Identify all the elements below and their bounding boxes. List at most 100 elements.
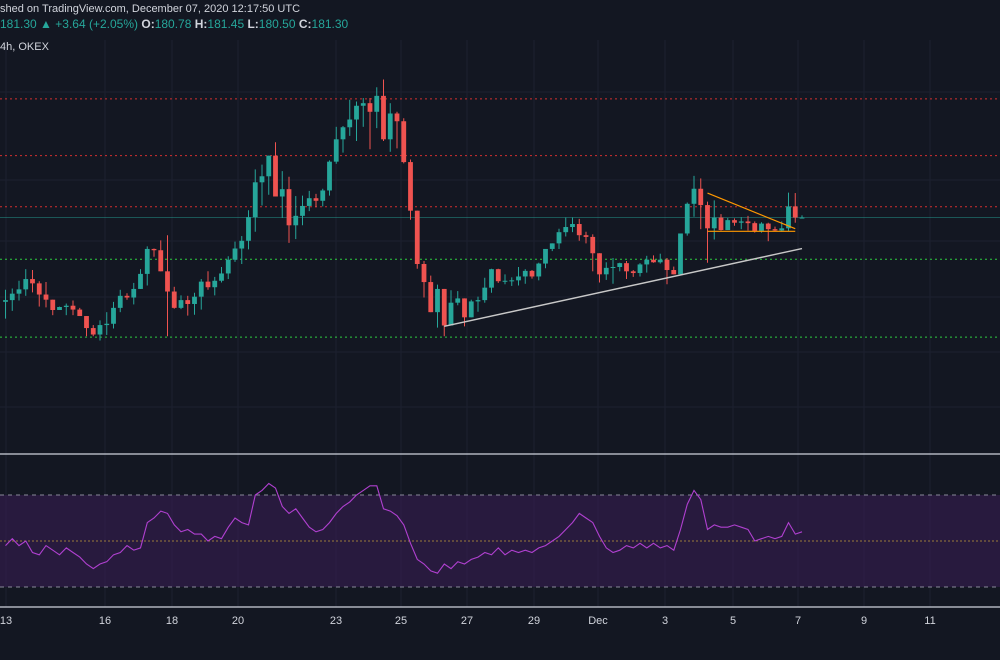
candle-body [441, 288, 447, 326]
candle-body [644, 259, 650, 265]
candle-body [624, 263, 629, 272]
candle-body [529, 270, 535, 277]
x-tick-label: 13 [0, 615, 12, 627]
high-value: 181.45 [207, 17, 245, 31]
candle-body [144, 248, 150, 274]
candle-body [502, 280, 508, 282]
candle-body [347, 119, 353, 128]
candle-body [333, 139, 339, 162]
candle-body [124, 295, 130, 298]
candle-body [387, 113, 393, 140]
candle-body [219, 273, 224, 281]
candle-body [772, 229, 778, 231]
candle-body [732, 220, 737, 223]
candle-body [320, 190, 326, 201]
candle-body [232, 248, 238, 260]
candle-body [327, 161, 332, 191]
candle-body [306, 198, 312, 206]
x-tick-label: 29 [528, 615, 540, 627]
candle-body [408, 162, 413, 211]
candle-body [117, 295, 123, 308]
candle-body [212, 280, 218, 288]
candle-body [570, 224, 575, 228]
candle-body [259, 176, 265, 183]
candle-body [286, 189, 292, 226]
candle-body [495, 269, 501, 282]
x-tick-label: 7 [795, 615, 801, 627]
x-tick-label: 5 [730, 615, 736, 627]
candle-body [637, 264, 643, 274]
up-arrow-icon: ▲ [40, 17, 52, 31]
rsi-line [5, 482, 803, 574]
candle-body [273, 155, 278, 197]
candle-body [705, 205, 710, 229]
candle-body [414, 210, 420, 264]
price-change: +3.64 (+2.05%) [55, 17, 139, 31]
candle-body [104, 323, 110, 326]
candle-body [684, 203, 690, 234]
candle-body [745, 221, 751, 224]
ascending-trendline [444, 247, 803, 328]
ohlc-readout: 181.30 ▲ +3.64 (+2.05%) O:180.78 H:181.4… [0, 17, 348, 31]
candle-body [63, 305, 69, 307]
last-price: 181.30 [0, 17, 37, 31]
x-tick-label: 20 [232, 615, 244, 627]
candle-body [30, 279, 35, 284]
candle-body [792, 206, 798, 218]
candle-body [468, 301, 474, 318]
candle-body [799, 217, 805, 219]
triangle-pattern-line [707, 192, 796, 230]
candle-body [610, 267, 616, 269]
published-info: shed on TradingView.com, December 07, 20… [0, 3, 301, 15]
candle-body [23, 279, 29, 290]
candle-body [84, 316, 89, 329]
candle-body [36, 283, 42, 295]
candle-body [394, 113, 400, 122]
candle-body [279, 189, 285, 197]
candle-body [752, 223, 758, 231]
candle-body [711, 217, 717, 229]
candle-body [16, 289, 22, 294]
candle-body [138, 273, 143, 289]
candle-body [401, 121, 407, 163]
candle-body [489, 269, 494, 288]
x-tick-label: 25 [395, 615, 407, 627]
candle-body [759, 223, 764, 231]
candle-body [421, 264, 427, 283]
candle-body [549, 243, 555, 249]
candle-body [651, 259, 656, 263]
candle-body [603, 267, 609, 275]
candle-body [698, 188, 704, 206]
chart-header: shed on TradingView.com, December 07, 20… [0, 0, 1000, 56]
candle-body [630, 271, 636, 274]
rsi-pane [0, 453, 1000, 588]
candle-body [70, 305, 76, 310]
candle-body [765, 223, 771, 230]
time-axis[interactable]: 13 16 18 20 23 25 27 29 Dec 3 5 7 9 11 [0, 606, 1000, 627]
low-value: 180.50 [258, 17, 296, 31]
close-label: C: [298, 17, 312, 31]
candle-body [77, 309, 83, 317]
candle-body [664, 259, 670, 271]
candle-body [9, 293, 15, 301]
candle-body [225, 259, 231, 274]
candle-body [462, 298, 467, 318]
candle-body [360, 103, 366, 106]
open-value: 180.78 [154, 17, 192, 31]
candle-body [786, 206, 791, 229]
x-tick-label: 18 [166, 615, 178, 627]
candle-body [563, 227, 569, 233]
candle-body [617, 263, 623, 268]
candle-body [691, 188, 697, 204]
candle-body [374, 95, 380, 112]
x-tick-label: 27 [461, 615, 473, 627]
candle-body [435, 288, 440, 313]
open-label: O: [141, 17, 155, 31]
candle-body [509, 280, 515, 282]
candle-body [171, 291, 177, 308]
x-tick-label: 3 [662, 615, 668, 627]
candle-body [43, 294, 49, 300]
candle-body [516, 276, 521, 281]
candle-body [111, 307, 116, 324]
